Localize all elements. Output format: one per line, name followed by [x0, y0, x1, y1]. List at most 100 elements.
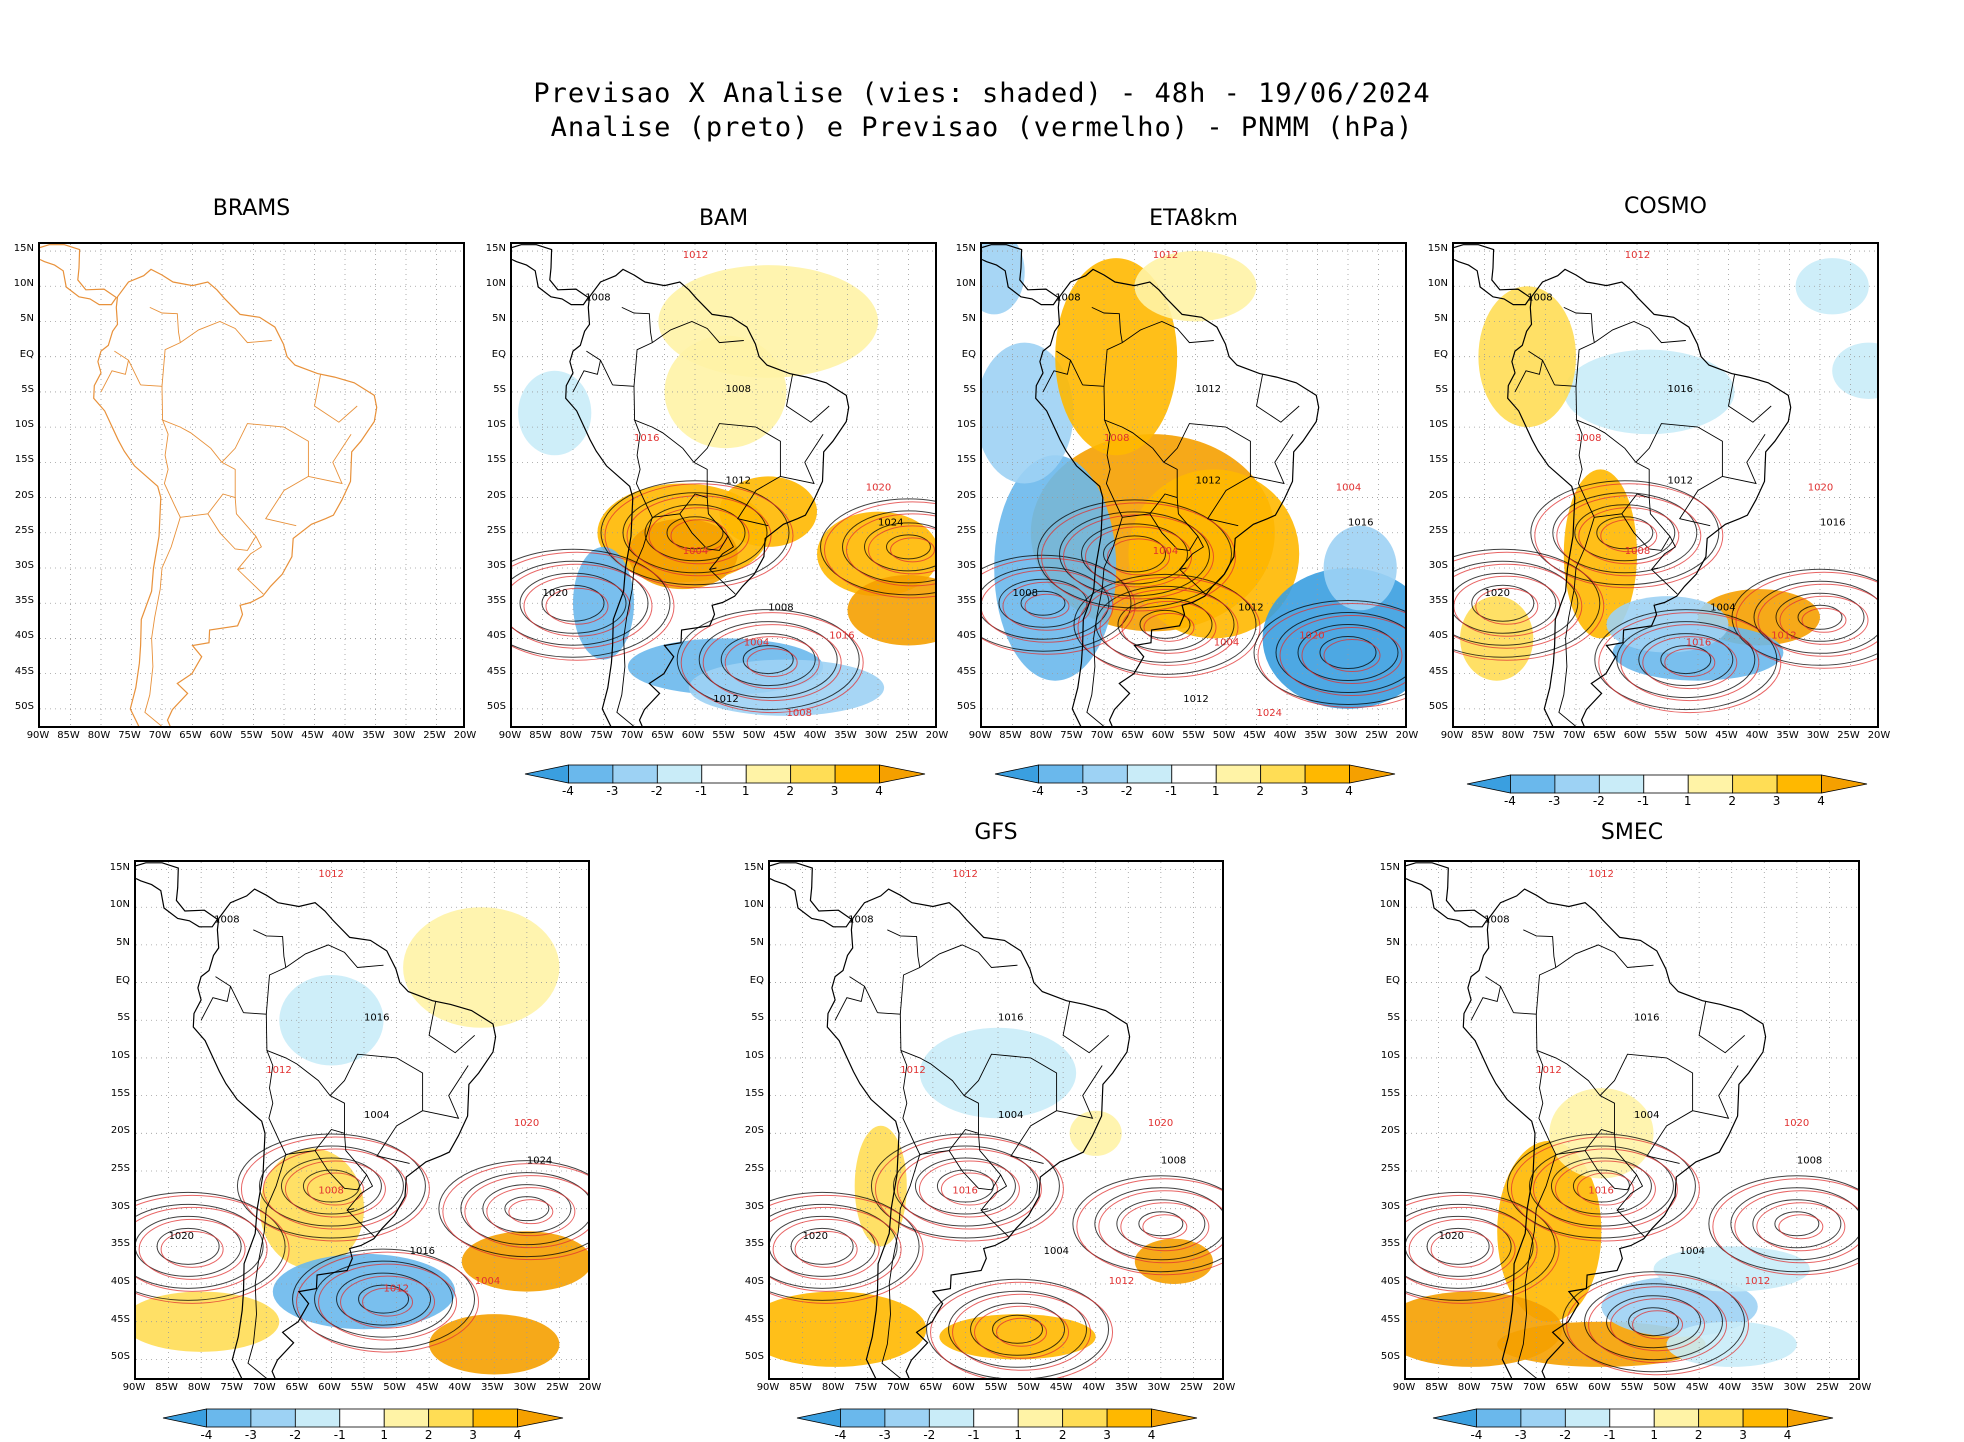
isobar-value-label: 1004 [475, 1276, 500, 1287]
analysis-isobar [1574, 504, 1676, 562]
latitude-tick-label: EQ [115, 974, 130, 986]
colorbar-label: -3 [244, 1428, 257, 1442]
country-border [100, 360, 129, 393]
forecast-isobar [1454, 563, 1583, 649]
country-border [1485, 976, 1514, 1013]
forecast-isobar [1534, 483, 1724, 589]
isobar-value-label: 1016 [1348, 518, 1373, 529]
colorbar-label: 1 [1211, 784, 1220, 798]
analysis-isobar [1406, 1215, 1512, 1277]
map-panel-smec: 1008 1012 1016 1012 1004 1020 1008 1016 1004 1012… [1404, 860, 1860, 1380]
longitude-tick-label: 75W [1532, 730, 1555, 741]
latitude-tick-label: 40S [110, 1276, 130, 1288]
forecast-isobar [770, 1206, 902, 1292]
colorbar-label: -1 [1165, 784, 1178, 798]
forecast-isobar [160, 1230, 224, 1268]
longitude-tick-label: 30W [1806, 730, 1830, 741]
isobar-value-label: 1012 [266, 1065, 291, 1076]
forecast-isobar [486, 1187, 576, 1237]
bias-colorbar [524, 764, 925, 784]
colorbar-swatch [1466, 774, 1511, 794]
longitude-tick-label: 70W [1090, 730, 1114, 741]
isobar-value-label: 1008 [318, 1186, 343, 1197]
forecast-isobar [545, 587, 609, 625]
bias-shading-area [1653, 1246, 1810, 1292]
forecast-isobar [523, 575, 631, 637]
longitude-tick-label: 40W [1273, 730, 1297, 741]
country-border [314, 374, 358, 423]
analysis-isobar [870, 1133, 1060, 1239]
isobar-value-label: 1016 [1634, 1012, 1659, 1023]
country-border [693, 423, 757, 463]
country-border [1149, 513, 1199, 551]
latitude-tick-label: 15N [1379, 861, 1400, 873]
forecast-isobar [136, 1206, 268, 1292]
forecast-isobar [918, 1160, 1020, 1218]
forecast-isobar [296, 1251, 480, 1353]
longitude-tick-label: 60W [209, 730, 233, 741]
country-border [1256, 374, 1300, 423]
country-border [634, 419, 653, 518]
country-border [572, 360, 601, 393]
latitude-tick-label: 35S [110, 1238, 130, 1250]
colorbar-swatch [1170, 764, 1217, 784]
longitude-tick-label: 60W [1588, 1382, 1611, 1393]
country-border [1635, 423, 1699, 463]
longitude-tick-label: 50W [270, 730, 294, 741]
analysis-isobar [438, 1160, 588, 1258]
colorbar-label: -2 [1120, 784, 1133, 798]
forecast-isobar [1099, 588, 1239, 666]
longitude-tick-label: 80W [1457, 1382, 1481, 1393]
colorbar-label: -1 [695, 784, 708, 798]
isobar-value-label: 1012 [726, 475, 751, 486]
isobar-value-label: 1004 [683, 546, 708, 557]
bias-shading-area [1563, 469, 1637, 639]
country-border [180, 493, 236, 518]
longitude-tick-label: 25W [895, 730, 918, 741]
map-canvas: 1008 1012 1016 1012 1004 1020 1024 1008 1016 1004… [136, 862, 588, 1378]
longitude-tick-label: 25W [1365, 730, 1388, 741]
isobar-value-label: 1004 [744, 637, 769, 648]
latitude-tick-label: 15N [955, 243, 976, 255]
country-border [1091, 306, 1123, 343]
colorbar-swatch [745, 764, 791, 784]
isobar-value-label: 1008 [1797, 1155, 1822, 1166]
country-border [1651, 567, 1659, 570]
forecast-isobar [974, 1305, 1070, 1359]
latitude-tick-label: 15S [956, 454, 976, 466]
analysis-isobar [948, 1290, 1088, 1368]
isobar-value-label: 1004 [1710, 602, 1735, 613]
analysis-isobar [1628, 1307, 1680, 1337]
forecast-isobar [772, 1218, 880, 1280]
country-border [1698, 1001, 1745, 1054]
analysis-isobar [1406, 1191, 1556, 1301]
colorbar-swatch [1787, 1408, 1834, 1428]
analysis-isobar [1454, 572, 1557, 634]
analysis-isobar [820, 498, 935, 596]
forecast-isobar [1142, 1214, 1188, 1240]
colorbar-label: 2 [1694, 1428, 1703, 1442]
forecast-isobar [1600, 519, 1658, 553]
forecast-isobar [136, 1194, 290, 1304]
country-border [247, 1154, 287, 1378]
bias-colorbar [1466, 774, 1867, 794]
colorbar-label: -2 [923, 1428, 936, 1442]
country-border [200, 986, 231, 1021]
isobar-value-label: 1012 [1536, 1065, 1561, 1076]
country-border [887, 929, 921, 968]
country-border [347, 1208, 355, 1211]
isobar-value-label: 1012 [1625, 250, 1650, 261]
latitude-tick-label: 50S [956, 700, 976, 712]
latitude-tick-label: 10N [955, 278, 976, 290]
panel-title: BRAMS [212, 196, 291, 221]
forecast-isobar [824, 501, 935, 599]
colorbar-label: 2 [1256, 784, 1264, 798]
longitude-tick-label: 90W [756, 1382, 780, 1393]
isobar-value-label: 1008 [848, 914, 873, 925]
colorbar-label: -2 [650, 784, 663, 798]
coastline [565, 268, 850, 726]
forecast-isobar [1664, 648, 1716, 678]
country-border [877, 1012, 1009, 1237]
coastline [770, 862, 853, 928]
isobar-value-label: 1020 [1439, 1231, 1464, 1242]
